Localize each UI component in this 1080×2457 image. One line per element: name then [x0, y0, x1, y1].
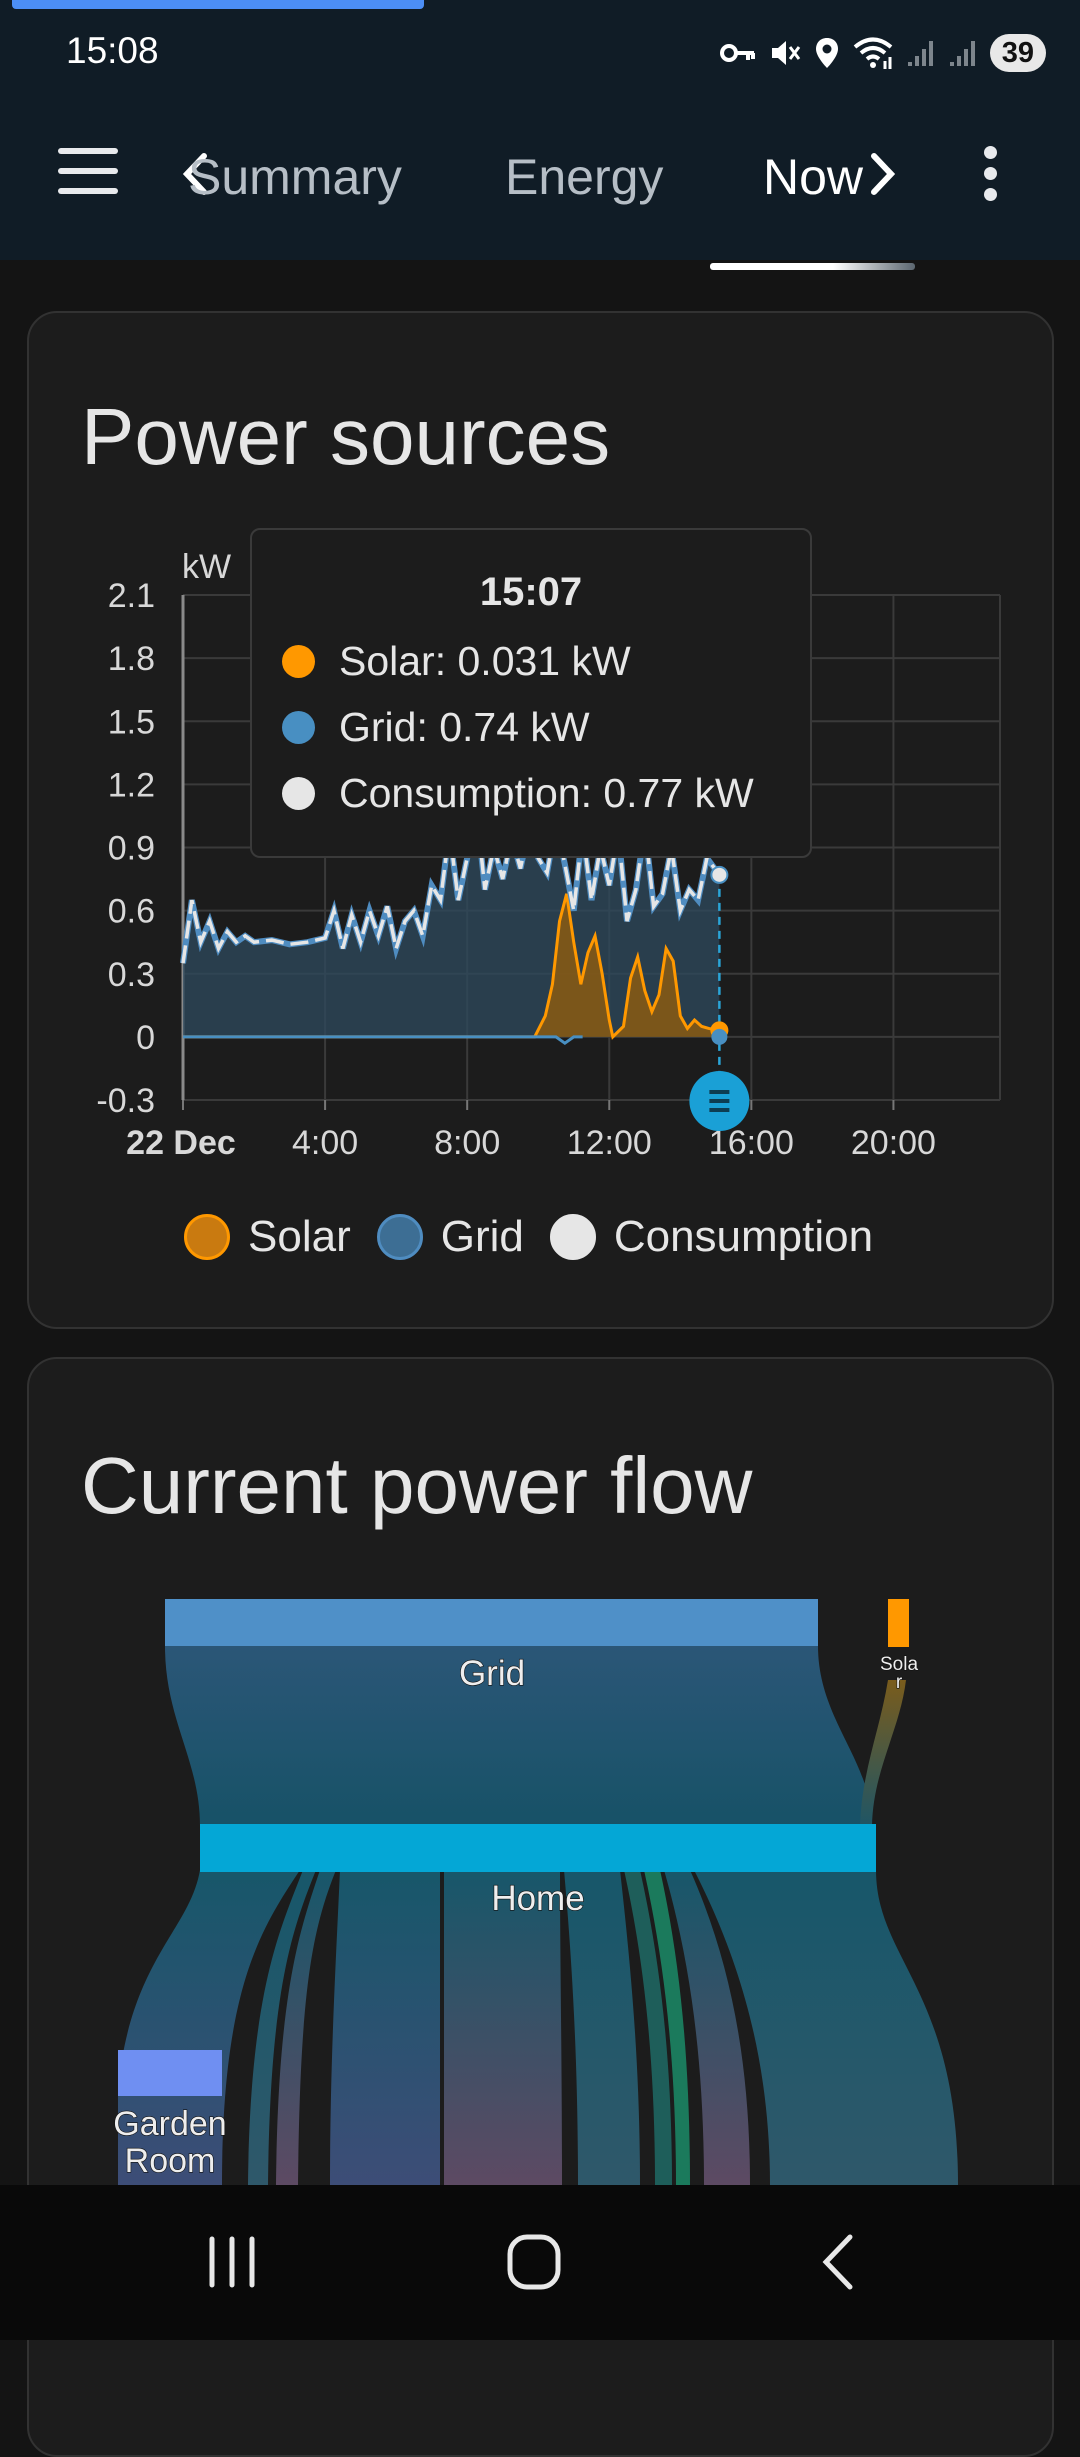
signal-icon: [949, 41, 975, 66]
node-solar[interactable]: [888, 1599, 909, 1647]
flow-grid-home: [165, 1646, 872, 1826]
app-header: 15:08 39 Summary Energy Now: [0, 0, 1080, 270]
tooltip-row-solar: Solar: 0.031 kW: [282, 638, 631, 685]
drag-handle-icon: [709, 1090, 730, 1112]
menu-icon-bar: [58, 168, 118, 174]
loading-indicator: [12, 0, 424, 9]
flow-home-device: [444, 1870, 562, 2185]
solar-dot-icon: [282, 645, 315, 678]
y-tick-label: 0.9: [108, 830, 155, 868]
legend-swatch: [549, 1214, 596, 1260]
consumption-point: [710, 865, 729, 884]
grid-dot-icon: [282, 711, 315, 744]
card-title: Power sources: [81, 392, 611, 481]
power-flow-sankey: Grid Sola r Home Garden Room: [113, 1599, 958, 2185]
menu-icon-bar: [58, 188, 118, 194]
tooltip-time: 15:07: [479, 570, 583, 614]
chevron-right-icon[interactable]: [870, 152, 896, 196]
legend-label: Consumption: [613, 1212, 874, 1261]
tooltip-row-grid: Grid: 0.74 kW: [282, 704, 590, 751]
y-tick-label: 0.3: [108, 956, 155, 994]
tab-indicator: [710, 263, 915, 270]
system-nav-bar: [0, 2185, 1080, 2340]
flow-home-device: [564, 1870, 640, 2185]
node-home[interactable]: [200, 1824, 876, 1872]
legend-label: Solar: [248, 1212, 351, 1261]
legend-label: Grid: [440, 1212, 524, 1261]
y-axis-label: kW: [182, 548, 231, 586]
tooltip-solar-text: Solar: 0.031 kW: [339, 638, 631, 684]
home-icon[interactable]: [506, 2233, 562, 2291]
y-tick-label: 1.2: [108, 766, 155, 804]
back-icon[interactable]: [818, 2233, 858, 2291]
flow-home-device: [330, 1870, 440, 2185]
legend-item-solar[interactable]: Solar: [184, 1212, 351, 1262]
node-garden-room[interactable]: [118, 2050, 222, 2096]
node-grid[interactable]: [165, 1599, 818, 1646]
flow-home-device: [624, 1870, 672, 2185]
flow-home-device: [664, 1870, 750, 2185]
x-tick-label: 8:00: [434, 1124, 500, 1162]
status-icons: 39: [719, 30, 1046, 76]
signal-icon: [907, 41, 933, 66]
tooltip-grid-text: Grid: 0.74 kW: [339, 704, 590, 750]
tooltip-row-consumption: Consumption: 0.77 kW: [282, 770, 754, 817]
flow-home-device: [248, 1870, 316, 2185]
legend-item-consumption[interactable]: Consumption: [549, 1212, 874, 1262]
more-vert-dot: [984, 188, 997, 201]
menu-button[interactable]: [58, 148, 118, 196]
tab-now[interactable]: Now: [763, 149, 864, 205]
x-tick-label: 20:00: [851, 1124, 936, 1162]
solar-area: [183, 893, 720, 1037]
recent-apps-icon[interactable]: [206, 2235, 258, 2289]
node-label-solar: Sola r: [880, 1654, 918, 1693]
x-tick-label: 4:00: [292, 1124, 358, 1162]
y-tick-label: 0.6: [108, 893, 155, 931]
consumption-dot-icon: [282, 777, 315, 810]
key-icon: [719, 44, 755, 62]
tab-energy[interactable]: Energy: [505, 149, 664, 205]
legend-swatch: [184, 1214, 230, 1260]
y-tick-label: 1.5: [108, 703, 155, 741]
grid-line-series: [183, 1035, 583, 1046]
more-vert-icon: [984, 146, 997, 159]
y-tick-label: 1.8: [108, 640, 155, 678]
flow-home-device: [694, 1870, 958, 2185]
y-tick-label: 2.1: [108, 577, 155, 615]
y-tick-label: -0.3: [96, 1082, 155, 1120]
more-vert-dot: [984, 167, 997, 180]
legend-swatch: [376, 1214, 423, 1260]
grid-point: [711, 1028, 728, 1045]
battery-level: 39: [989, 34, 1046, 72]
card-title: Current power flow: [81, 1441, 753, 1530]
location-icon: [815, 38, 838, 68]
node-label-garden-room: Garden Room: [113, 2105, 226, 2180]
chart-legend: Solar Grid Consumption: [184, 1212, 899, 1262]
tooltip-consumption-text: Consumption: 0.77 kW: [339, 770, 754, 816]
wifi-icon: [853, 37, 893, 69]
menu-icon: [58, 148, 118, 154]
clock: 15:08: [66, 30, 159, 71]
flow-solar-home: [860, 1680, 906, 1826]
node-label-grid: Grid: [459, 1654, 525, 1693]
mute-icon: [771, 41, 800, 65]
solar-line: [183, 893, 720, 1040]
power-sources-chart[interactable]: 2.1 1.8 1.5 1.2 0.9 0.6 0.3 0 -0.3 22 Dec 4:00 8:00…: [0, 0, 1080, 1329]
flow-home-device: [276, 1870, 336, 2185]
legend-item-grid[interactable]: Grid: [376, 1212, 524, 1262]
consumption-line: [181, 805, 721, 964]
x-tick-label: 22 Dec: [126, 1124, 236, 1162]
flow-home-garden-room: [118, 1870, 300, 2185]
chart-tooltip: 15:07 Solar: 0.031 kW Grid: 0.74 kW Cons…: [250, 528, 812, 858]
more-options-button[interactable]: [984, 146, 998, 202]
chevron-left-icon[interactable]: [182, 152, 208, 196]
tab-summary[interactable]: Summary: [188, 149, 402, 205]
node-label-home: Home: [491, 1879, 584, 1918]
flow-home-device: [644, 1870, 690, 2185]
y-tick-label: 0: [136, 1019, 155, 1057]
x-tick-label: 12:00: [567, 1124, 652, 1162]
